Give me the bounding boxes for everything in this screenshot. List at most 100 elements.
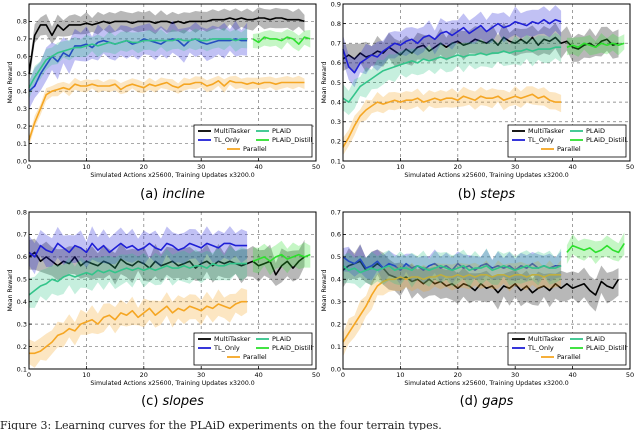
y-tick-label: 0.2 bbox=[17, 122, 27, 130]
panel-caption: (d) gaps bbox=[460, 394, 514, 409]
series-band-multitasker bbox=[29, 238, 305, 286]
x-axis-label: Simulated Actions x25600, Training Updat… bbox=[404, 172, 568, 179]
series-line-plaid-distill bbox=[566, 242, 625, 254]
legend-label-multitasker: MultiTasker bbox=[528, 335, 565, 343]
y-tick-label: 0.1 bbox=[17, 140, 27, 148]
x-axis-label: Simulated Actions x25600, Training Updat… bbox=[404, 380, 568, 387]
x-tick-label: 30 bbox=[511, 371, 519, 379]
legend-label-multitasker: MultiTasker bbox=[528, 127, 565, 135]
legend-label-plaid: PLAiD bbox=[272, 335, 291, 343]
series-band-parallel bbox=[343, 86, 562, 156]
legend-label-parallel: Parallel bbox=[243, 353, 267, 361]
series-band-tl-only bbox=[343, 244, 562, 285]
legend: MultiTasker PLAiD TL_Only PLAiD_Distill Para… bbox=[507, 124, 627, 158]
y-axis-label: Mean Reward bbox=[321, 61, 328, 103]
panel-caption-label: (a) bbox=[140, 187, 162, 202]
x-axis-label: Simulated Actions x25600, Training Updat… bbox=[90, 172, 254, 179]
series-band-multitasker bbox=[29, 7, 305, 86]
y-tick-label: 0.8 bbox=[17, 18, 27, 26]
y-tick-label: 0.6 bbox=[331, 231, 341, 239]
series-band-plaid bbox=[29, 246, 248, 308]
legend-label-tl-only: TL_Only bbox=[527, 136, 554, 144]
x-tick-label: 20 bbox=[140, 371, 148, 379]
y-tick-label: 0.6 bbox=[17, 53, 27, 61]
series-band-plaid-distill bbox=[252, 240, 311, 276]
y-tick-label: 0.3 bbox=[17, 105, 27, 113]
y-tick-label: 0.4 bbox=[17, 298, 27, 306]
x-tick-label: 40 bbox=[568, 371, 576, 379]
series-band-plaid bbox=[343, 32, 562, 116]
legend-label-parallel: Parallel bbox=[243, 145, 267, 153]
x-tick-label: 50 bbox=[626, 163, 634, 171]
chart-panel-steps: 0 10 20 30 40 50 0.1 0.2 0.3 0.4 0.5 0.6 0.7 0.8 0.9 Si… bbox=[321, 0, 634, 202]
series-line-parallel bbox=[342, 93, 562, 148]
y-axis-label: Mean Reward bbox=[7, 269, 14, 311]
y-tick-label: 0.8 bbox=[17, 208, 27, 216]
legend-label-multitasker: MultiTasker bbox=[214, 127, 251, 135]
legend-label-plaid: PLAiD bbox=[586, 335, 605, 343]
panel-caption: (b) steps bbox=[458, 187, 516, 202]
x-tick-label: 20 bbox=[454, 163, 462, 171]
panel-caption: (a) incline bbox=[140, 187, 205, 202]
plot-frame bbox=[28, 211, 317, 370]
x-tick-label: 30 bbox=[511, 163, 519, 171]
x-tick-label: 10 bbox=[396, 163, 404, 171]
x-tick-label: 50 bbox=[626, 371, 634, 379]
x-tick-label: 40 bbox=[568, 163, 576, 171]
series-line-parallel bbox=[28, 80, 305, 141]
legend: MultiTasker PLAiD TL_Only PLAiD_Distill Para… bbox=[193, 332, 313, 366]
y-tick-label: 0.2 bbox=[331, 320, 341, 328]
panel-caption-label: (c) bbox=[141, 394, 162, 409]
y-tick-label: 0.6 bbox=[17, 253, 27, 261]
y-tick-label: 0.8 bbox=[331, 20, 341, 28]
panel-caption-name: slopes bbox=[163, 394, 205, 409]
x-tick-label: 10 bbox=[82, 163, 90, 171]
x-tick-label: 30 bbox=[197, 371, 205, 379]
series-band-parallel bbox=[29, 75, 305, 147]
y-tick-label: 0.5 bbox=[17, 70, 27, 78]
legend-label-multitasker: MultiTasker bbox=[214, 335, 251, 343]
series-line-plaid bbox=[342, 265, 562, 274]
legend-label-plaid-distill: PLAiD_Distill bbox=[272, 136, 313, 144]
y-tick-label: 0.5 bbox=[331, 79, 341, 87]
x-tick-label: 0 bbox=[341, 163, 345, 171]
y-tick-label: 0.5 bbox=[17, 276, 27, 284]
panel-caption-name: gaps bbox=[482, 394, 513, 409]
y-axis-label: Mean Reward bbox=[321, 269, 328, 311]
series-band-parallel bbox=[343, 260, 562, 357]
panel-caption-name: incline bbox=[162, 187, 204, 202]
legend: MultiTasker PLAiD TL_Only PLAiD_Distill Para… bbox=[193, 124, 313, 158]
y-tick-label: 0.3 bbox=[331, 118, 341, 126]
y-tick-label: 0.1 bbox=[17, 365, 27, 373]
x-tick-label: 0 bbox=[27, 371, 31, 379]
y-tick-label: 0.3 bbox=[331, 298, 341, 306]
y-tick-label: 0.7 bbox=[331, 40, 341, 48]
series-line-parallel bbox=[342, 274, 562, 343]
y-tick-label: 0.6 bbox=[331, 59, 341, 67]
y-tick-label: 0.5 bbox=[331, 253, 341, 261]
series-line-multitasker bbox=[28, 251, 305, 276]
y-tick-label: 0.0 bbox=[331, 365, 341, 373]
y-tick-label: 0.9 bbox=[331, 0, 341, 8]
plot-frame bbox=[28, 3, 317, 162]
x-tick-label: 0 bbox=[27, 163, 31, 171]
x-tick-label: 40 bbox=[254, 163, 262, 171]
legend-label-tl-only: TL_Only bbox=[527, 344, 554, 352]
series-band-plaid-distill bbox=[566, 232, 625, 264]
legend-label-plaid: PLAiD bbox=[272, 127, 291, 135]
series-line-parallel bbox=[29, 300, 248, 355]
panel-caption: (c) slopes bbox=[141, 394, 204, 409]
series-line-plaid-distill bbox=[566, 42, 625, 48]
panel-caption-label: (d) bbox=[460, 394, 483, 409]
series-band-plaid bbox=[29, 27, 248, 100]
x-tick-label: 40 bbox=[254, 371, 262, 379]
y-axis-label: Mean Reward bbox=[7, 61, 14, 103]
legend-label-tl-only: TL_Only bbox=[213, 136, 240, 144]
y-tick-label: 0.2 bbox=[17, 343, 27, 351]
series-band-multitasker bbox=[343, 244, 619, 312]
legend-label-plaid-distill: PLAiD_Distill bbox=[272, 344, 313, 352]
series-line-tl-only bbox=[342, 18, 562, 74]
chart-panel-incline: 0 10 20 30 40 50 0.0 0.1 0.2 0.3 0.4 0.5 0.6 0.7 0.8 Si… bbox=[7, 3, 320, 202]
y-tick-label: 0.1 bbox=[331, 343, 341, 351]
